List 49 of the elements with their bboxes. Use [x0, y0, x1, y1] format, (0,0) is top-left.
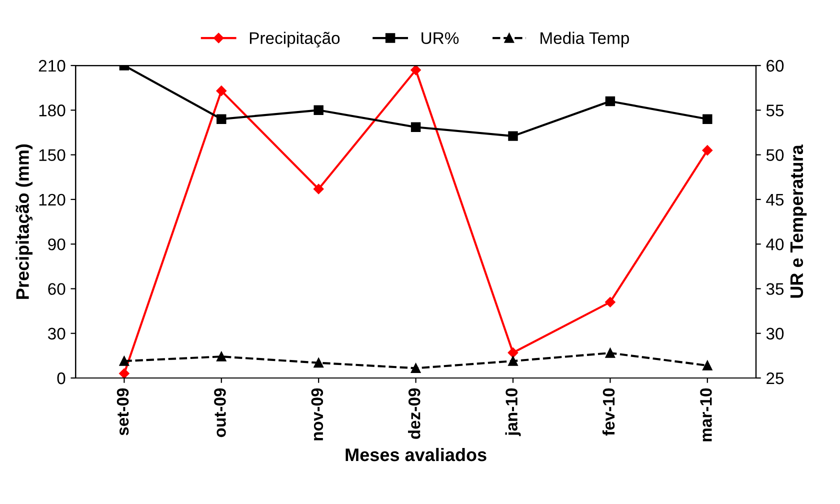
point	[314, 105, 324, 116]
y-tick-label: 150	[39, 149, 66, 162]
y-axis-title: Precipitação (mm)	[16, 144, 33, 299]
point	[508, 348, 518, 358]
x-tick-label: jan-10	[505, 388, 521, 436]
point	[605, 297, 616, 308]
y2-tick-label: 45	[766, 194, 784, 206]
point	[216, 114, 226, 124]
legend-label: Precipitação	[250, 32, 340, 48]
y-tick-label: 60	[48, 283, 66, 295]
x-tick-label: dez-09	[408, 388, 420, 439]
point	[410, 363, 421, 374]
point	[702, 145, 713, 156]
y2-tick-label: 60	[766, 60, 784, 72]
y-tick-label: 90	[48, 238, 66, 250]
point	[314, 358, 324, 368]
y-tick-label: 210	[38, 60, 66, 72]
point	[605, 348, 616, 358]
y2-tick-label: 35	[766, 283, 784, 295]
point	[216, 86, 227, 96]
y-tick-label: 30	[48, 328, 66, 340]
point	[410, 66, 421, 76]
x-tick-label: out-09	[214, 388, 226, 438]
x-tick-label: nov-09	[311, 388, 324, 440]
point	[216, 352, 226, 362]
point	[410, 122, 421, 132]
point	[508, 131, 518, 141]
y2-tick-label: 55	[766, 104, 784, 116]
point	[702, 114, 712, 124]
point	[605, 96, 616, 106]
point	[119, 356, 130, 366]
x-axis-title: Meses avaliados	[346, 448, 486, 462]
y-tick-label: 180	[39, 104, 66, 116]
point	[508, 356, 518, 366]
y2-tick-label: 25	[766, 372, 784, 384]
x-tick-label: fev-10	[602, 388, 615, 436]
point	[313, 184, 324, 194]
y2-tick-label: 50	[766, 149, 784, 162]
point	[702, 360, 712, 370]
y2-axis-title: UR e Temperatura	[790, 144, 807, 298]
y2-tick-label: 40	[766, 238, 784, 250]
y2-tick-label: 30	[766, 328, 784, 340]
x-tick-label: mar-10	[700, 388, 712, 442]
y-tick-label: 0	[57, 372, 66, 384]
point	[119, 368, 130, 378]
legend-label: UR%	[422, 32, 459, 44]
x-tick-label: set-09	[116, 388, 129, 436]
legend-label: Media Temp	[540, 32, 629, 48]
y-tick-label: 120	[39, 194, 66, 206]
